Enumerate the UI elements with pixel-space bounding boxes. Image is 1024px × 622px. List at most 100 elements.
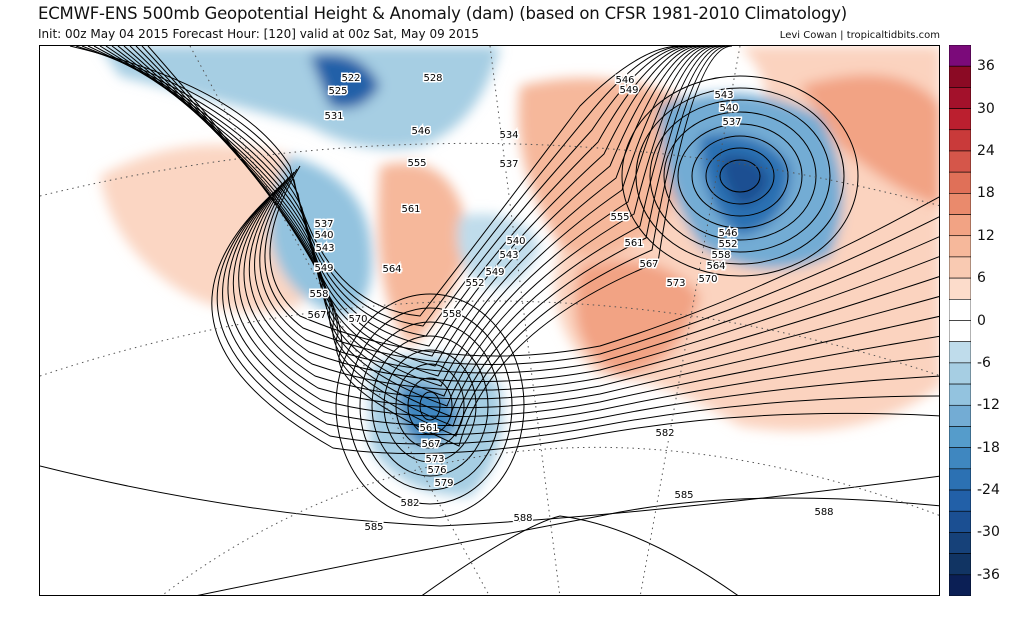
colorbar-label: 0: [977, 312, 986, 329]
height-contour: [211, 198, 939, 455]
contour-label: 576: [427, 465, 446, 476]
colorbar-label: 18: [977, 185, 995, 202]
contour-label: 528: [423, 73, 442, 84]
contour-label: 555: [610, 212, 629, 223]
colorbar-label: 30: [977, 100, 995, 117]
credit: Levi Cowan | tropicaltidbits.com: [779, 30, 940, 41]
contour-label: 534: [499, 130, 518, 141]
contour-label: 573: [425, 454, 444, 465]
colorbar-label: -6: [977, 354, 991, 371]
colorbar-label: -12: [977, 397, 1000, 414]
contour-label: 570: [348, 314, 367, 325]
colorbar-bin: [949, 129, 971, 152]
contour-label: 537: [314, 219, 333, 230]
colorbar-bin: [949, 404, 971, 427]
colorbar-bin: [949, 171, 971, 194]
height-contour: [243, 180, 939, 400]
contour-label: 549: [619, 85, 638, 96]
height-contour: [649, 99, 831, 253]
contour-label: 582: [655, 428, 674, 439]
contour-label: 543: [714, 90, 733, 101]
colorbar-label: 36: [977, 58, 995, 75]
contour-label: 564: [382, 264, 401, 275]
contour-label: 570: [698, 274, 717, 285]
colorbar-bin: [949, 193, 971, 215]
colorbar-label: 24: [977, 142, 995, 159]
contour-label: 525: [328, 86, 347, 97]
height-contour: [421, 515, 738, 595]
colorbar-bin: [949, 320, 971, 342]
map-subtitle: Init: 00z May 04 2015 Forecast Hour: [12…: [38, 27, 480, 41]
contour-label: 573: [666, 278, 685, 289]
height-contour: [259, 171, 939, 374]
colorbar-bin: [949, 574, 971, 596]
colorbar-bin: [949, 108, 971, 131]
contour-label: 537: [722, 117, 741, 128]
height-contour: [81, 46, 689, 337]
colorbar-label: 6: [977, 270, 986, 287]
height-contour: [371, 335, 489, 477]
contour-label: 561: [401, 204, 420, 215]
contour-label: 546: [615, 75, 634, 86]
contour-label: 558: [309, 289, 328, 300]
height-contour: [147, 46, 733, 447]
colorbar-bin: [949, 341, 971, 364]
colorbar-bin: [949, 87, 971, 109]
contour-label: 546: [718, 228, 737, 239]
contour-label: 540: [719, 103, 738, 114]
lat-lon-grid: [40, 46, 939, 595]
height-contour: [264, 168, 939, 365]
height-contour: [621, 75, 859, 277]
colorbar-label: 12: [977, 227, 995, 244]
height-contour: [69, 46, 681, 317]
height-contour: [335, 293, 525, 519]
contour-label: 558: [711, 250, 730, 261]
colorbar-bin: [949, 489, 971, 512]
height-contour: [347, 307, 513, 505]
contour-label: 567: [639, 259, 658, 270]
height-contour: [419, 391, 441, 421]
contour-label: 555: [407, 158, 426, 169]
height-contour: [691, 135, 789, 217]
height-contour: [238, 183, 939, 409]
height-contour: [705, 147, 775, 205]
colorbar-bin: [949, 447, 971, 470]
map-title: ECMWF-ENS 500mb Geopotential Height & An…: [38, 4, 848, 23]
contour-label: 552: [465, 278, 484, 289]
colorbar-bin: [949, 468, 971, 491]
height-contour: [635, 87, 845, 265]
colorbar-bin: [949, 256, 971, 279]
height-contours: [40, 46, 939, 595]
colorbar-bin: [949, 150, 971, 173]
height-contour: [269, 165, 939, 357]
colorbar-label: -24: [977, 482, 1000, 499]
colorbar-bin: [949, 362, 971, 385]
contour-label: 582: [400, 498, 419, 509]
colorbar-bin: [949, 214, 971, 237]
colorbar-bin: [949, 45, 971, 67]
contour-label: 543: [499, 250, 518, 261]
contour-label: 549: [485, 267, 504, 278]
colorbar-label: -18: [977, 439, 1000, 456]
colorbar-label: -36: [977, 566, 1000, 583]
colorbar-bin: [949, 299, 971, 321]
colorbar-bin: [949, 277, 971, 300]
colorbar-bin: [949, 426, 971, 448]
anomaly-map: 522 528 525 531 546 555 561 537 540 543 549 564 558 5…: [39, 45, 940, 596]
contour-label: 588: [814, 507, 833, 518]
colorbar-bin: [949, 65, 971, 88]
height-contour: [383, 349, 477, 463]
contour-label: 579: [434, 478, 453, 489]
colorbar-bin: [949, 235, 971, 258]
height-contour: [87, 46, 693, 347]
height-contour: [40, 465, 939, 527]
colorbar: [949, 45, 971, 596]
height-contour: [663, 111, 817, 241]
colorbar-bin: [949, 532, 971, 554]
contour-label: 546: [411, 126, 430, 137]
contour-label: 537: [499, 159, 518, 170]
height-contour: [216, 195, 939, 445]
height-contour: [359, 321, 501, 491]
